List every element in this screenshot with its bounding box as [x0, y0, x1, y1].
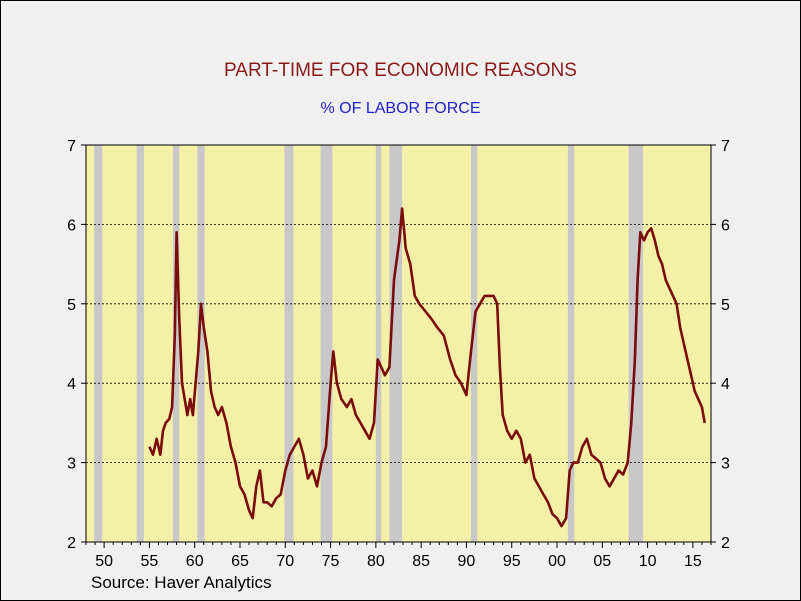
x-tick-label: 50 — [95, 553, 113, 570]
y-tick-label-left: 5 — [67, 297, 76, 314]
plot-border — [85, 144, 712, 543]
y-tick-label-right: 3 — [721, 456, 730, 473]
x-tick-label: 15 — [684, 553, 702, 570]
recession-band — [94, 145, 103, 542]
x-tick-label: 00 — [548, 553, 566, 570]
recession-band — [375, 145, 382, 542]
x-tick-label: 80 — [367, 553, 385, 570]
x-tick-label: 95 — [503, 553, 521, 570]
y-tick-label-right: 5 — [721, 297, 730, 314]
x-tick-label: 85 — [412, 553, 430, 570]
y-tick-label-left: 4 — [67, 376, 76, 393]
x-tick-label: 10 — [639, 553, 657, 570]
x-tick-label: 05 — [593, 553, 611, 570]
y-tick-label-left: 3 — [67, 456, 76, 473]
chart-title: PART-TIME FOR ECONOMIC REASONS — [224, 60, 577, 81]
x-tick-label: 60 — [186, 553, 204, 570]
y-tick-label-left: 6 — [67, 217, 76, 234]
recession-band — [197, 145, 205, 542]
y-tick-label-right: 6 — [721, 217, 730, 234]
x-tick-label: 90 — [458, 553, 476, 570]
source-note: Source: Haver Analytics — [91, 573, 272, 592]
chart-subtitle: % OF LABOR FORCE — [320, 100, 481, 117]
recession-band — [284, 145, 294, 542]
y-tick-label-left: 7 — [67, 138, 76, 155]
x-tick-label: 55 — [141, 553, 159, 570]
recession-band — [136, 145, 144, 542]
recession-band — [172, 145, 180, 542]
recession-band — [470, 145, 478, 542]
y-tick-label-right: 2 — [721, 535, 730, 552]
y-tick-label-left: 2 — [67, 535, 76, 552]
series-line — [148, 207, 706, 528]
x-tick-label: 75 — [322, 553, 340, 570]
recession-band — [567, 145, 575, 542]
x-tick-label: 65 — [231, 553, 249, 570]
y-tick-label-right: 7 — [721, 138, 730, 155]
recession-band — [320, 145, 333, 542]
y-tick-label-right: 4 — [721, 376, 730, 393]
x-tick-label: 70 — [276, 553, 294, 570]
